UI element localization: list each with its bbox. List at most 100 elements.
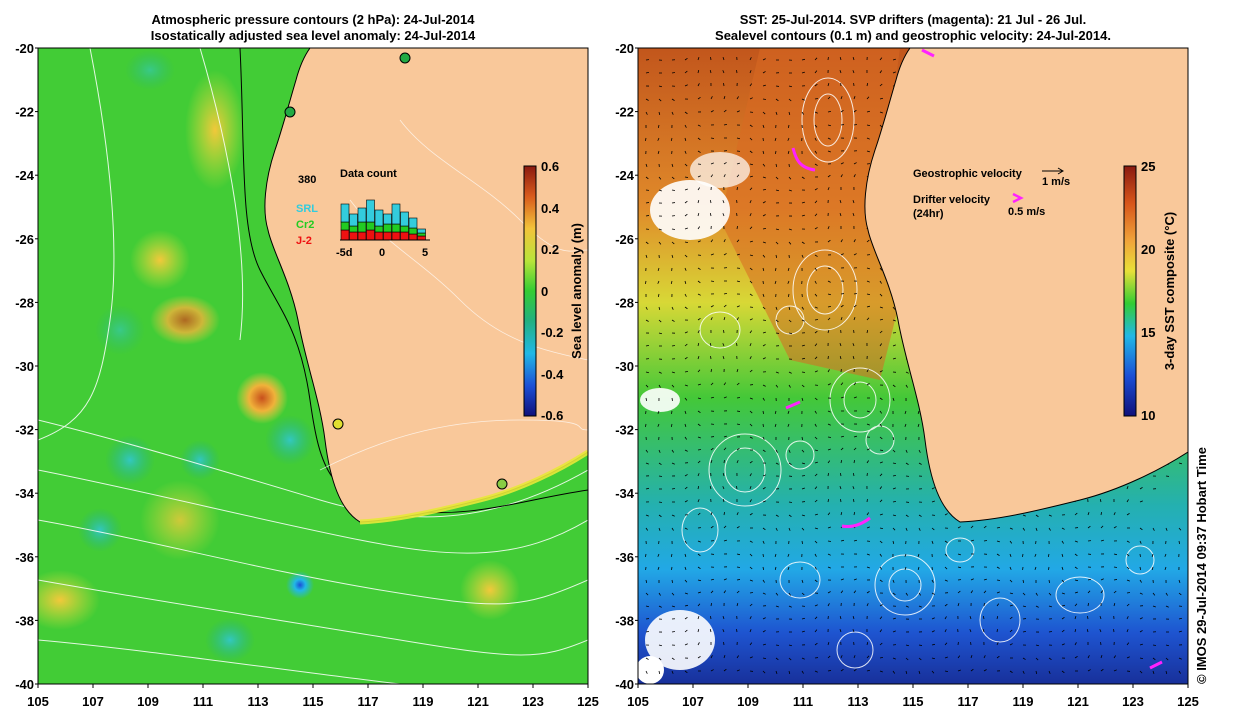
sla-tick-3: 0 [541, 284, 548, 299]
left-lon-tick: 111 [193, 694, 213, 709]
left-lat-tick: -20 [15, 41, 34, 56]
right-lat-tick: -28 [615, 295, 634, 310]
left-lat-tick: -30 [15, 359, 34, 374]
left-title-line2: Isostatically adjusted sea level anomaly… [151, 28, 476, 43]
right-map-panel [638, 48, 1188, 684]
inset-bar [366, 199, 375, 223]
left-lat-tick: -34 [15, 486, 35, 501]
inset-bar [357, 207, 367, 223]
right-lat-tick: -20 [615, 41, 634, 56]
sla-tick-1: 0.4 [541, 201, 560, 216]
left-lat-tick: -38 [15, 613, 34, 628]
inset-bar [374, 225, 384, 233]
right-lon-tick: 109 [737, 694, 759, 709]
inset-title: Data count [340, 168, 397, 180]
right-lon-tick: 125 [1177, 694, 1199, 709]
left-lon-tick: 123 [522, 694, 544, 709]
right-lat-tick: -26 [615, 232, 634, 247]
inset-bar [340, 229, 350, 241]
sla-tick-5: -0.4 [541, 367, 564, 382]
inset-bar [391, 223, 401, 233]
right-title-line2: Sealevel contours (0.1 m) and geostrophi… [715, 28, 1111, 43]
imos-credit: © IMOS 29-Jul-2014 09:37 Hobart Time [1194, 447, 1209, 684]
right-lon-tick: 117 [958, 694, 979, 709]
left-lat-tick: -28 [15, 295, 34, 310]
inset-xtick-0: -5d [336, 247, 353, 259]
left-lon-tick: 119 [413, 694, 434, 709]
right-lon-tick: 111 [793, 694, 813, 709]
inset-bar [383, 213, 392, 225]
sla-tick-4: -0.2 [541, 325, 563, 340]
inset-xtick-2: 5 [422, 247, 428, 259]
inset-bar [417, 235, 426, 241]
inset-bar [408, 217, 418, 229]
cloud-gaps [638, 152, 750, 684]
left-lat-tick: -32 [15, 423, 34, 438]
legend-cr2: Cr2 [296, 219, 314, 231]
left-title-line1: Atmospheric pressure contours (2 hPa): 2… [152, 12, 476, 27]
geostrophic-vectors [645, 56, 1183, 675]
left-lat-tick: -22 [15, 105, 34, 120]
right-lat-tick: -36 [615, 550, 634, 565]
right-lon-tick: 119 [1013, 694, 1034, 709]
sst-colorbar-label: 3-day SST composite (°C) [1162, 212, 1177, 370]
sla-tick-0: 0.6 [541, 159, 559, 174]
drifter-tracks [785, 48, 1163, 670]
right-lat-tick: -32 [615, 423, 634, 438]
inset-bar [400, 231, 409, 241]
drifter-velocity-scale: 0.5 m/s [1008, 206, 1045, 218]
left-lon-tick: 105 [27, 694, 49, 709]
sst-tick-2: 15 [1141, 325, 1155, 340]
velocity-legend: Geostrophic velocity 1 m/s Drifter veloc… [913, 167, 1070, 220]
left-lon-tick: 107 [82, 694, 104, 709]
right-lon-tick: 121 [1067, 694, 1089, 709]
left-lon-tick: 115 [303, 694, 324, 709]
inset-bar [400, 225, 409, 233]
right-lat-tick: -22 [615, 105, 634, 120]
pressure-contours [38, 48, 588, 684]
left-lon-tick: 121 [467, 694, 489, 709]
sst-tick-0: 25 [1141, 159, 1155, 174]
inset-bar [374, 209, 384, 227]
inset-bar [374, 231, 384, 241]
left-lat-tick: -40 [15, 677, 34, 692]
legend-srl: SRL [296, 203, 318, 215]
right-lat-tick: -38 [615, 613, 634, 628]
right-lon-tick: 105 [627, 694, 649, 709]
inset-max-label: 380 [298, 174, 316, 186]
geo-velocity-scale: 1 m/s [1042, 176, 1070, 188]
left-lon-tick: 117 [358, 694, 379, 709]
inset-bar [349, 231, 358, 241]
inset-bar [408, 233, 418, 241]
left-lat-tick: -36 [15, 550, 34, 565]
left-map-panel [38, 48, 588, 684]
inset-bar [417, 228, 426, 234]
right-lon-tick: 115 [903, 694, 924, 709]
inset-xtick-1: 0 [379, 247, 385, 259]
legend-j2: J-2 [296, 235, 312, 247]
sla-colorbar-label: Sea level anomaly (m) [569, 223, 584, 359]
australia-land-right [864, 48, 1188, 523]
left-lon-tick: 125 [577, 694, 599, 709]
sst-tick-1: 20 [1141, 242, 1155, 257]
inset-bars [340, 199, 426, 241]
geo-velocity-label: Geostrophic velocity [913, 168, 1023, 180]
right-lat-tick: -30 [615, 359, 634, 374]
sst-colorbar: 25 20 15 10 3-day SST composite (°C) [1123, 159, 1177, 423]
shelf-contour [239, 48, 588, 514]
inset-bar [417, 232, 426, 237]
data-count-inset: Data count 380 -5d 0 5 SRL Cr2 J-2 [296, 168, 430, 259]
sst-tick-3: 10 [1141, 408, 1155, 423]
left-lat-tick: -26 [15, 232, 34, 247]
inset-bar [340, 221, 350, 231]
inset-bar [340, 203, 350, 223]
right-lat-tick: -24 [615, 168, 635, 183]
inset-bar [357, 221, 367, 233]
left-lat-tick: -24 [15, 168, 35, 183]
left-lon-tick: 113 [248, 694, 269, 709]
inset-bar [391, 203, 401, 225]
inset-bar [349, 213, 358, 227]
right-lat-tick: -34 [615, 486, 635, 501]
